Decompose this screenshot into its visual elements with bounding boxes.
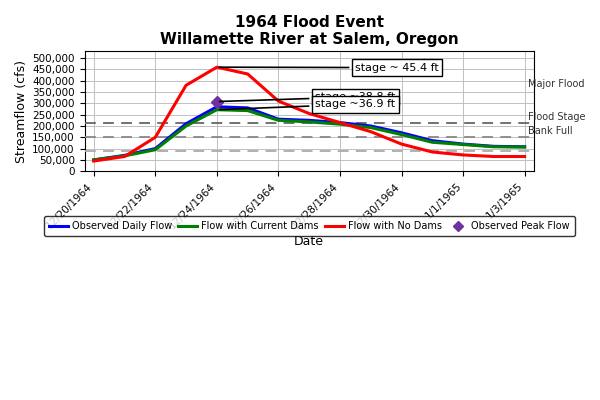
Text: stage ~36.9 ft: stage ~36.9 ft [220, 99, 395, 110]
Text: stage ~38.8 ft: stage ~38.8 ft [220, 92, 395, 102]
Text: stage ~ 45.4 ft: stage ~ 45.4 ft [220, 63, 439, 73]
Text: Flood Stage: Flood Stage [528, 112, 585, 122]
X-axis label: Date: Date [294, 235, 324, 248]
Text: Major Flood: Major Flood [528, 79, 584, 89]
Y-axis label: Streamflow (cfs): Streamflow (cfs) [15, 60, 28, 163]
Text: Bank Full: Bank Full [528, 126, 572, 136]
Legend: Observed Daily Flow, Flow with Current Dams, Flow with No Dams, Observed Peak Fl: Observed Daily Flow, Flow with Current D… [44, 216, 575, 236]
Title: 1964 Flood Event
Willamette River at Salem, Oregon: 1964 Flood Event Willamette River at Sal… [160, 15, 458, 47]
